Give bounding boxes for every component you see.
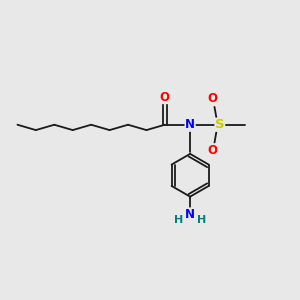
Text: S: S bbox=[215, 118, 225, 131]
Text: N: N bbox=[185, 208, 195, 221]
Text: O: O bbox=[207, 92, 217, 105]
Text: O: O bbox=[207, 144, 217, 157]
Text: N: N bbox=[185, 118, 195, 131]
Text: H: H bbox=[197, 215, 206, 225]
Text: H: H bbox=[174, 215, 184, 225]
Text: O: O bbox=[160, 91, 170, 103]
